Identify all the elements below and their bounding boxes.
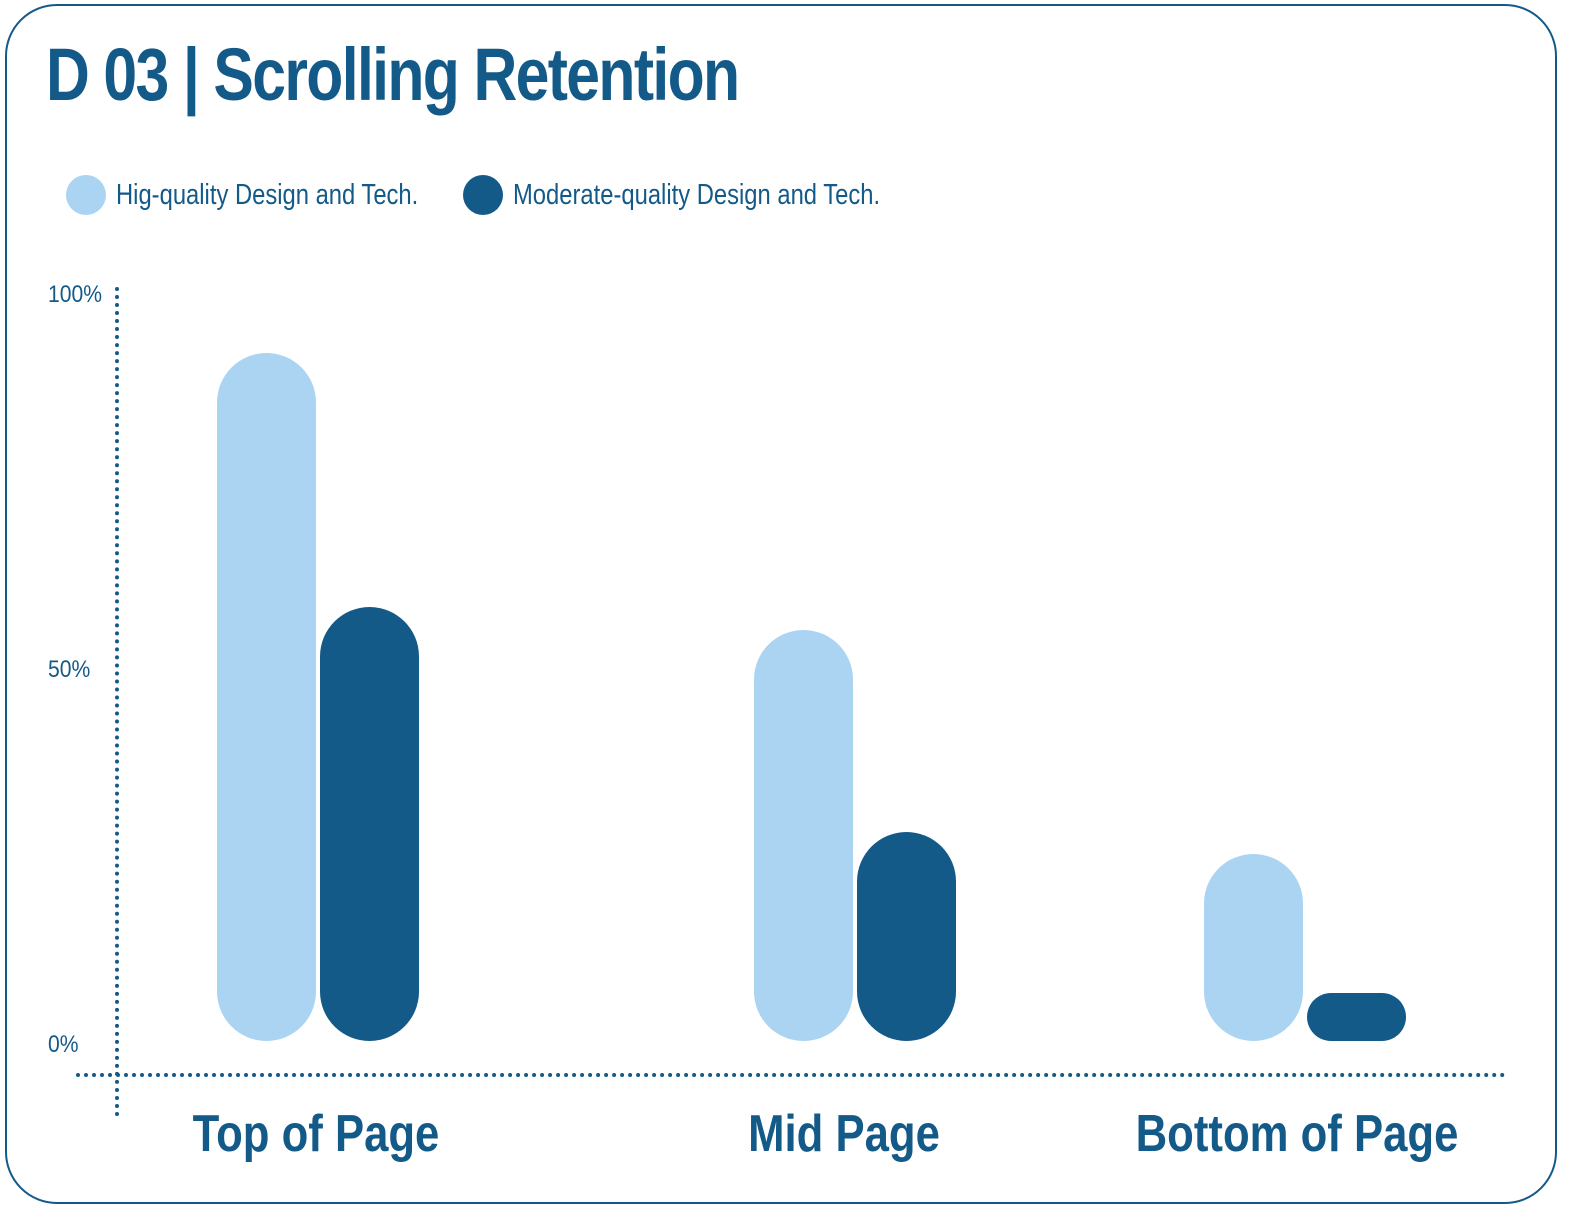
legend-label: Hig-quality Design and Tech.	[116, 178, 419, 211]
chart-frame	[5, 4, 1557, 1204]
x-label-text: Top of Page	[192, 1105, 440, 1163]
bar-high-0	[217, 352, 316, 1041]
y-axis	[115, 287, 119, 1117]
y-tick-0: 0%	[48, 1031, 79, 1058]
bar-moderate-0	[320, 607, 419, 1041]
bar-moderate-2	[1307, 993, 1406, 1041]
y-tick-100: 100%	[48, 281, 103, 308]
legend-swatch-moderate-icon	[462, 175, 503, 215]
legend-item-high-quality: Hig-quality Design and Tech.	[66, 175, 425, 215]
x-label-text: Mid Page	[748, 1105, 940, 1163]
chart-title: D 03 | Scrolling Retention	[46, 33, 740, 116]
x-label-text: Bottom of Page	[1135, 1105, 1459, 1163]
legend-label: Moderate-quality Design and Tech.	[512, 178, 880, 211]
legend: Hig-quality Design and Tech. Moderate-qu…	[66, 175, 998, 215]
bar-high-1	[754, 629, 853, 1041]
legend-item-moderate-quality: Moderate-quality Design and Tech.	[462, 175, 961, 215]
legend-swatch-high-icon	[66, 175, 106, 215]
x-axis	[76, 1073, 1506, 1077]
y-tick-50: 50%	[48, 656, 91, 683]
bar-high-2	[1204, 854, 1303, 1041]
bar-moderate-1	[857, 831, 956, 1041]
